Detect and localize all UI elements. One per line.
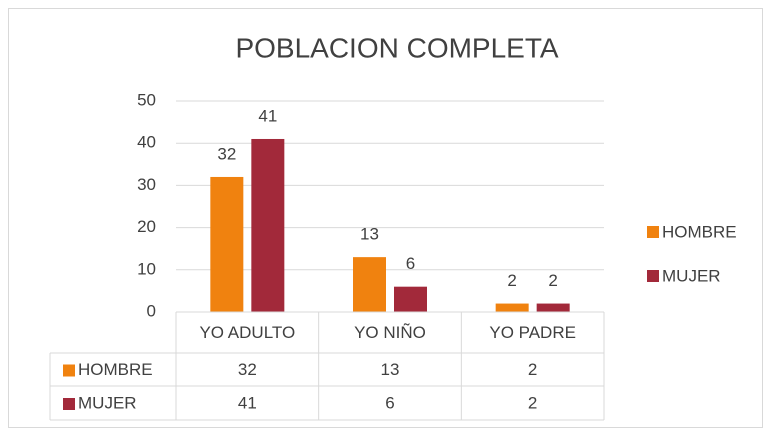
bar — [210, 176, 244, 312]
data-label: 13 — [360, 225, 379, 244]
y-tick-label: 30 — [137, 175, 156, 194]
bar — [353, 257, 386, 312]
chart-border — [8, 8, 763, 428]
bar — [495, 303, 529, 312]
data-label: 32 — [217, 144, 236, 163]
table-legend-key — [63, 364, 75, 377]
y-tick-label: 20 — [137, 217, 156, 236]
legend-key — [647, 270, 659, 282]
data-label: 41 — [258, 106, 277, 125]
table-value: 41 — [238, 393, 257, 412]
legend-label: HOMBRE — [662, 222, 737, 241]
table-value: 2 — [528, 393, 537, 412]
x-tick-label: YO PADRE — [489, 323, 576, 342]
x-tick-label: YO NIÑO — [354, 323, 426, 342]
data-label: 6 — [406, 254, 415, 273]
table-value: 32 — [238, 360, 257, 379]
table-value: 13 — [381, 360, 400, 379]
bar — [394, 286, 427, 312]
bar — [536, 303, 570, 312]
chart-title: POBLACION COMPLETA — [235, 32, 558, 63]
y-tick-label: 40 — [137, 133, 156, 152]
table-value: 6 — [385, 393, 394, 412]
y-tick-label: 0 — [147, 301, 156, 320]
data-label: 2 — [507, 271, 516, 290]
bar — [251, 138, 285, 312]
table-legend-key — [63, 398, 75, 410]
y-tick-label: 10 — [137, 259, 156, 278]
legend-key — [647, 226, 659, 238]
data-label: 2 — [548, 271, 557, 290]
legend-label: MUJER — [662, 266, 721, 285]
y-tick-label: 50 — [137, 90, 156, 109]
x-tick-label: YO ADULTO — [199, 323, 295, 342]
table-value: 2 — [528, 360, 537, 379]
table-series-name: MUJER — [78, 393, 137, 412]
table-series-name: HOMBRE — [78, 360, 153, 379]
